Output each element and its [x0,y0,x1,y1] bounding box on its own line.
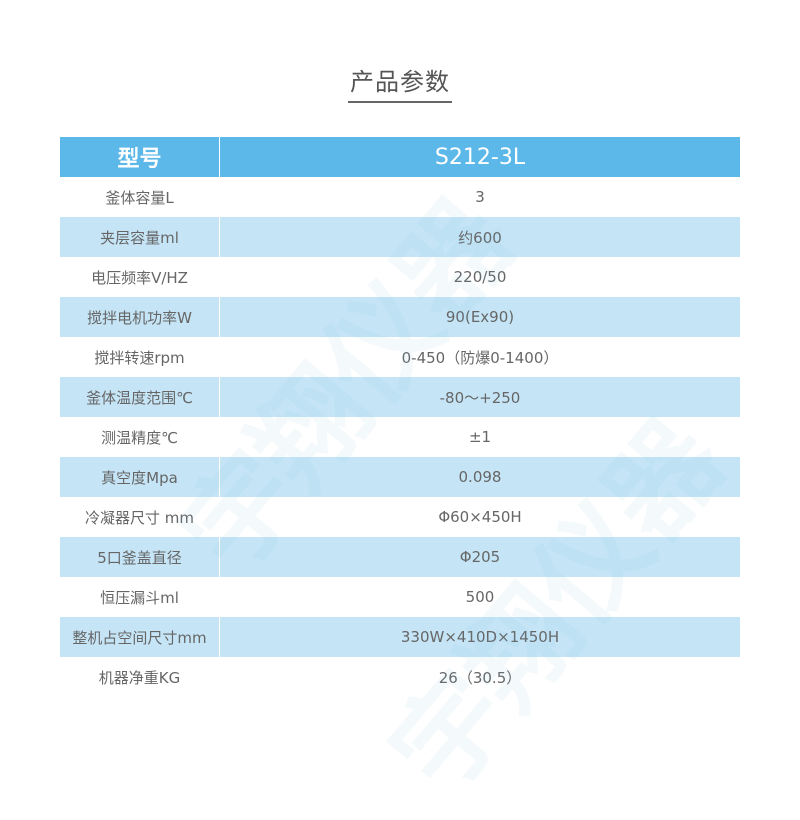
table-row: 测温精度℃ ±1 [60,417,740,457]
spec-value: 0.098 [219,457,740,497]
spec-value: 0-450（防爆0-1400） [401,348,559,367]
spec-value: 3 [475,188,485,206]
spec-key: 冷凝器尺寸 mm [60,497,220,537]
spec-value: -80～+250 [219,377,740,417]
page-title: 产品参数 [0,62,800,103]
spec-key: 真空度Mpa [60,457,220,497]
spec-key: 搅拌转速rpm [60,337,220,377]
page-title-text: 产品参数 [348,62,452,103]
table-row: 冷凝器尺寸 mm Φ60×450H [60,497,740,537]
spec-key: 5口釜盖直径 [60,537,220,577]
spec-key: 测温精度℃ [60,417,220,457]
spec-value: Φ205 [219,537,740,577]
spec-value: 90(Ex90) [219,297,740,337]
spec-key: 夹层容量ml [60,217,220,257]
table-row: 真空度Mpa 0.098 [60,457,740,497]
table-row: 搅拌转速rpm 0-450（防爆0-1400） [60,337,740,377]
spec-key: 釜体温度范围℃ [60,377,220,417]
spec-value: 约600 [219,217,740,257]
table-row: 釜体容量L 3 [60,177,740,217]
spec-value: 330W×410D×1450H [219,617,740,657]
spec-key: 整机占空间尺寸mm [60,617,220,657]
spec-value: 26（30.5） [438,668,522,687]
table-row: 电压频率V/HZ 220/50 [60,257,740,297]
spec-value: 500 [465,588,495,606]
table-header: 型号 S212-3L [60,137,740,177]
header-value: S212-3L [219,137,740,177]
table-row: 釜体温度范围℃ -80～+250 [60,377,740,417]
spec-value: ±1 [468,428,492,446]
spec-key: 恒压漏斗ml [60,577,220,617]
spec-key: 机器净重KG [60,657,220,697]
spec-table: 型号 S212-3L 釜体容量L 3 夹层容量ml 约600 电压频率V/HZ 220/5… [60,137,740,697]
table-row: 恒压漏斗ml 500 [60,577,740,617]
spec-key: 搅拌电机功率W [60,297,220,337]
table-row: 整机占空间尺寸mm 330W×410D×1450H [60,617,740,657]
table-row: 5口釜盖直径 Φ205 [60,537,740,577]
spec-key: 电压频率V/HZ [60,257,220,297]
table-row: 机器净重KG 26（30.5） [60,657,740,697]
table-row: 夹层容量ml 约600 [60,217,740,257]
spec-key: 釜体容量L [60,177,220,217]
spec-value: Φ60×450H [438,508,522,526]
table-row: 搅拌电机功率W 90(Ex90) [60,297,740,337]
spec-value: 220/50 [453,268,507,286]
header-key: 型号 [60,137,220,177]
